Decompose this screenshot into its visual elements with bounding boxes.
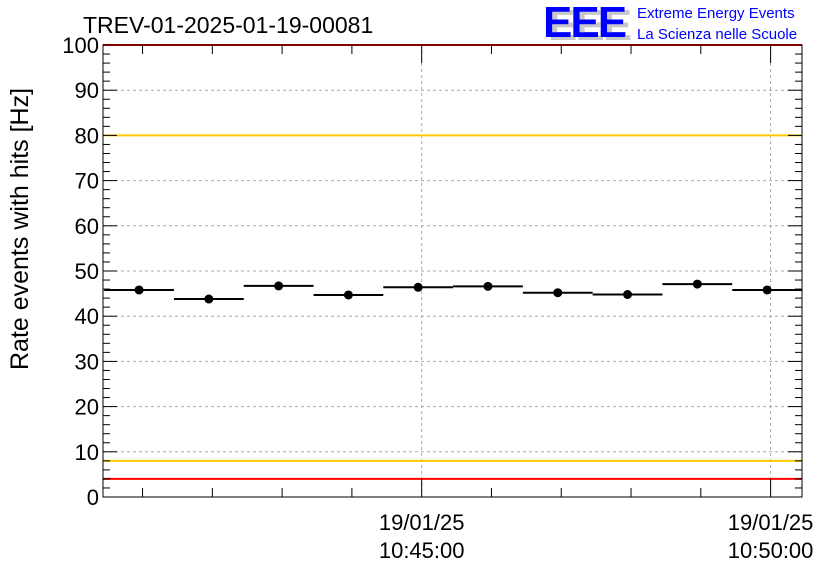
logo-letters: EEE bbox=[543, 0, 626, 47]
data-point bbox=[134, 285, 144, 295]
y-tick-label: 0 bbox=[87, 485, 99, 510]
y-tick-label: 30 bbox=[75, 349, 99, 374]
data-point bbox=[762, 285, 772, 295]
y-tick-label: 10 bbox=[75, 440, 99, 465]
y-tick-label: 40 bbox=[75, 304, 99, 329]
eee-logo: EEE Extreme Energy Events La Scienza nel… bbox=[543, 0, 797, 47]
data-point bbox=[483, 281, 493, 291]
plot-area: 0 10 20 30 40 50 60 70 80 90 100 19/01/25 10:45:00 19… bbox=[62, 33, 813, 563]
y-axis-label: Rate events with hits [Hz] bbox=[6, 88, 34, 370]
logo-line2: La Scienza nelle Scuole bbox=[637, 26, 797, 43]
x-tick-date: 19/01/25 bbox=[728, 510, 814, 535]
x-tick-date: 19/01/25 bbox=[379, 510, 465, 535]
x-tick-label: 10:45:00 bbox=[379, 538, 465, 563]
y-tick-label: 80 bbox=[75, 123, 99, 148]
data-point bbox=[623, 290, 633, 300]
y-tick-label: 100 bbox=[62, 33, 99, 58]
y-tick-label: 50 bbox=[75, 259, 99, 284]
data-point bbox=[692, 279, 702, 289]
y-tick-label: 20 bbox=[75, 395, 99, 420]
data-point bbox=[553, 288, 563, 298]
y-tick-label: 60 bbox=[75, 214, 99, 239]
y-tick-label: 70 bbox=[75, 169, 99, 194]
data-point bbox=[204, 294, 214, 304]
data-point bbox=[343, 290, 353, 300]
logo-line1: Extreme Energy Events bbox=[637, 5, 795, 22]
x-tick-label: 10:50:00 bbox=[728, 538, 814, 563]
data-point bbox=[274, 281, 284, 291]
chart-title: TREV-01-2025-01-19-00081 bbox=[83, 12, 373, 38]
y-tick-label: 90 bbox=[75, 78, 99, 103]
data-point bbox=[413, 282, 423, 292]
